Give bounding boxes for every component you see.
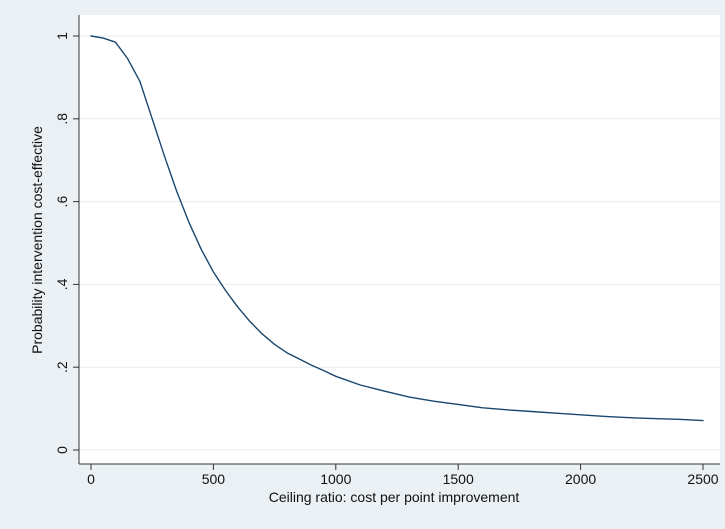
y-tick-label-5: 1 xyxy=(54,32,70,40)
y-axis-ticks: 0 .2 .4 .6 .8 1 xyxy=(54,32,79,454)
y-tick-label-1: .2 xyxy=(54,361,70,373)
x-tick-label-3: 1500 xyxy=(443,471,474,487)
series-group xyxy=(90,35,704,422)
y-tick-label-2: .4 xyxy=(54,278,70,290)
x-tick-label-1: 500 xyxy=(202,471,226,487)
y-tick-label-0: 0 xyxy=(54,446,70,454)
x-tick-label-4: 2000 xyxy=(565,471,596,487)
x-tick-label-2: 1000 xyxy=(320,471,351,487)
x-axis-ticks: 0 500 1000 1500 2000 2500 xyxy=(87,464,719,487)
plot-area xyxy=(79,15,720,464)
y-tick-label-3: .6 xyxy=(54,196,70,208)
series-line-0 xyxy=(90,35,704,422)
grid-lines xyxy=(79,35,720,451)
x-tick-label-0: 0 xyxy=(87,471,95,487)
y-axis-title: Probability intervention cost-effective xyxy=(29,126,45,354)
x-axis-title: Ceiling ratio: cost per point improvemen… xyxy=(269,489,520,505)
y-tick-label-4: .8 xyxy=(54,113,70,125)
x-tick-label-5: 2500 xyxy=(687,471,718,487)
